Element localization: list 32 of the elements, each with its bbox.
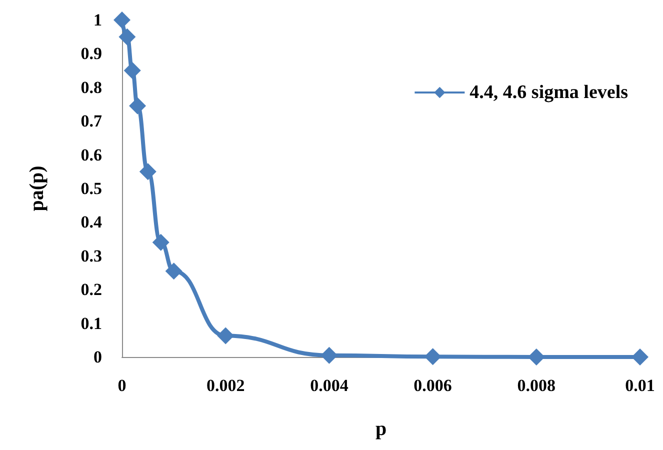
point: [424, 348, 442, 366]
point: [632, 348, 648, 366]
x-tick-label: 0.008: [517, 376, 556, 395]
point: [320, 346, 338, 364]
y-tick-label: 0.4: [80, 212, 102, 232]
y-tick-label: 0.5: [80, 179, 102, 198]
x-tick-label: 0: [118, 376, 126, 395]
point: [152, 234, 170, 251]
point: [139, 163, 156, 180]
point: [114, 12, 130, 28]
y-tick-label: 0.6: [80, 145, 102, 164]
point: [528, 348, 545, 366]
point: [124, 62, 141, 80]
point: [165, 262, 182, 280]
y-tick-label: 0.9: [80, 44, 102, 64]
point: [118, 28, 136, 46]
y-tick-label: 1: [94, 10, 102, 30]
y-tick-label: 0.2: [80, 280, 102, 300]
y-tick-label: 0.1: [80, 314, 102, 333]
y-tick-label: 0: [94, 348, 102, 366]
y-tick-label: 0.3: [80, 246, 102, 266]
y-tick-label: 0.7: [80, 112, 102, 131]
point: [217, 327, 234, 344]
legend-label: 4.4, 4.6 sigma levels: [470, 82, 628, 103]
x-tick-label: 0.004: [310, 376, 349, 395]
x-tick-label: 0.01: [625, 376, 655, 395]
x-tick-label: 0.006: [414, 376, 452, 395]
x-tick-label: 0.002: [206, 376, 245, 395]
y-tick-label: 0.8: [80, 78, 102, 97]
x-axis-title: p: [375, 418, 387, 440]
point: [129, 97, 146, 114]
y-axis-title: pa(p): [26, 166, 48, 212]
